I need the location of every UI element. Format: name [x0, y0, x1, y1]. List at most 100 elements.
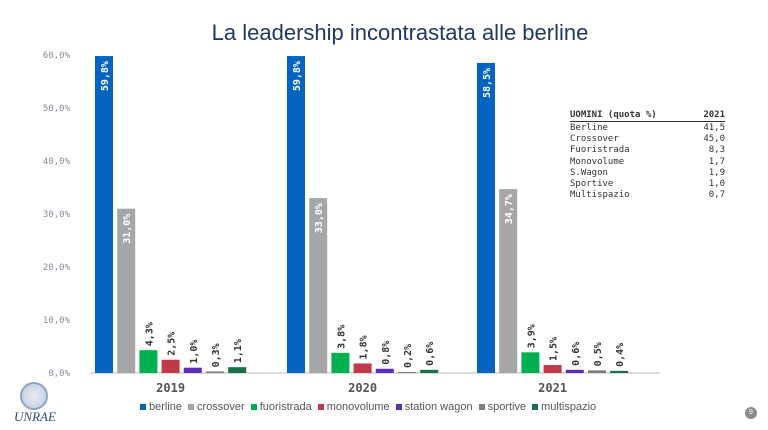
- table-row: Multispazio 0,7: [570, 190, 725, 201]
- men-share-table: UOMINI (quota %) 2021 Berline 41,5 Crossov…: [570, 110, 725, 201]
- table-row-label: Sportive: [570, 179, 614, 190]
- x-tick-label: 2020: [348, 381, 377, 395]
- data-label: 4,3%: [144, 322, 155, 346]
- bar-sportive: [588, 370, 606, 373]
- legend-item: monovolume: [317, 401, 390, 413]
- y-tick-label: 20,0%: [43, 263, 71, 273]
- bar-sportive: [398, 371, 416, 373]
- x-axis: 2019 2020 2021: [156, 381, 567, 395]
- table-row-value: 0,7: [708, 190, 725, 201]
- bar-station-wagon: [183, 367, 202, 373]
- legend-label: fuoristrada: [259, 401, 312, 413]
- legend-label: sportive: [487, 401, 527, 413]
- y-tick-label: 50,0%: [43, 104, 71, 114]
- bar-crossover: [499, 189, 518, 373]
- table-row: Berline 41,5: [570, 123, 725, 134]
- legend-item: berline: [140, 401, 182, 413]
- bar-fuoristrada: [521, 352, 540, 373]
- data-label: 1,1%: [233, 339, 244, 363]
- data-labels: 59,8% 31,0% 4,3% 2,5% 1,0% 0,3% 1,1% 59,8% 33,0%…: [100, 61, 626, 368]
- chart-legend: berline crossover fuoristrada monovolume sta…: [140, 401, 596, 413]
- y-tick-label: 30,0%: [43, 210, 71, 220]
- data-label: 3,9%: [526, 324, 537, 348]
- data-label: 33,0%: [314, 203, 325, 233]
- data-label: 2,5%: [167, 332, 178, 356]
- x-tick-label: 2019: [156, 381, 185, 395]
- bar-multispazio: [420, 369, 439, 373]
- legend-swatch: [250, 404, 257, 410]
- bars: [95, 56, 629, 374]
- legend-swatch: [140, 404, 146, 410]
- bar-chart: 0,0% 10,0% 20,0% 30,0% 40,0% 50,0% 60,0% 59,8%…: [43, 51, 660, 395]
- legend-swatch: [478, 404, 485, 410]
- bar-fuoristrada: [331, 352, 350, 373]
- table-row-value: 8,3: [708, 145, 725, 156]
- logo-text: UNRAE: [14, 409, 56, 424]
- y-tick-label: 40,0%: [43, 157, 71, 167]
- data-label: 0,4%: [615, 343, 626, 367]
- data-label: 59,8%: [100, 61, 111, 91]
- table-header: UOMINI (quota %) 2021: [570, 110, 725, 122]
- legend-item: sportive: [478, 401, 527, 413]
- table-row-value: 45,0: [703, 134, 725, 145]
- bar-crossover: [309, 198, 328, 373]
- table-header-year: 2021: [703, 110, 725, 120]
- table-row: Crossover 45,0: [570, 134, 725, 145]
- bar-station-wagon: [565, 369, 584, 373]
- legend-swatch: [317, 404, 324, 410]
- y-tick-label: 60,0%: [43, 51, 71, 61]
- legend-item: crossover: [188, 401, 245, 413]
- data-label: 1,0%: [189, 340, 200, 364]
- table-row-value: 1,9: [708, 167, 725, 178]
- data-label: 0,3%: [211, 343, 222, 367]
- table-row-label: Multispazio: [570, 190, 630, 201]
- table-row-value: 41,5: [703, 123, 725, 133]
- y-axis: 0,0% 10,0% 20,0% 30,0% 40,0% 50,0% 60,0%: [43, 51, 660, 379]
- legend-label: crossover: [197, 401, 245, 413]
- bar-crossover: [117, 208, 136, 373]
- bar-monovolume: [161, 359, 180, 373]
- data-label: 58,5%: [482, 68, 493, 98]
- bar-sportive: [206, 371, 224, 373]
- data-label: 1,5%: [549, 337, 560, 361]
- legend-swatch: [395, 404, 402, 410]
- table-row: Monovolume 1,7: [570, 157, 725, 168]
- legend-item: multispazio: [532, 401, 596, 413]
- table-header-label: UOMINI (quota %): [570, 110, 657, 120]
- table-row-value: 1,7: [708, 156, 725, 167]
- unrae-logo: UNRAE: [10, 380, 60, 424]
- data-label: 0,6%: [571, 342, 582, 366]
- table-row-value: 1,0: [708, 179, 725, 190]
- bar-berline: [287, 56, 305, 374]
- data-label: 0,8%: [381, 341, 392, 365]
- page-number: 9: [745, 407, 757, 419]
- x-tick-label: 2021: [538, 381, 567, 395]
- bar-monovolume: [353, 363, 372, 373]
- table-row: Sportive 1,0: [570, 179, 725, 190]
- data-label: 0,5%: [593, 342, 604, 366]
- y-tick-label: 10,0%: [43, 316, 71, 326]
- data-label: 0,2%: [403, 344, 414, 368]
- table-row: Fuoristrada 8,3: [570, 145, 725, 156]
- legend-label: multispazio: [541, 401, 597, 413]
- chart-title: La leadership incontrastata alle berline: [211, 20, 589, 45]
- bar-berline: [477, 62, 495, 373]
- table-row-label: S.Wagon: [570, 167, 608, 178]
- legend-item: fuoristrada: [250, 401, 312, 413]
- bar-multispazio: [610, 370, 629, 373]
- bar-fuoristrada: [139, 350, 158, 373]
- data-label: 34,7%: [504, 194, 515, 224]
- data-label: 3,8%: [336, 325, 347, 349]
- y-tick-label: 0,0%: [48, 369, 70, 379]
- data-label: 1,8%: [359, 335, 370, 359]
- logo-emblem-icon: [20, 382, 48, 410]
- legend-swatch: [188, 404, 195, 410]
- legend-label: station wagon: [404, 401, 473, 413]
- bar-multispazio: [228, 367, 247, 373]
- bar-berline: [95, 56, 113, 374]
- table-rows: Berline 41,5 Crossover 45,0 Fuoristrada 8,3 Mo…: [570, 123, 725, 201]
- legend-label: berline: [149, 401, 183, 413]
- legend-swatch: [532, 404, 539, 410]
- table-row-label: Monovolume: [570, 156, 625, 167]
- table-row: S.Wagon 1,9: [570, 168, 725, 179]
